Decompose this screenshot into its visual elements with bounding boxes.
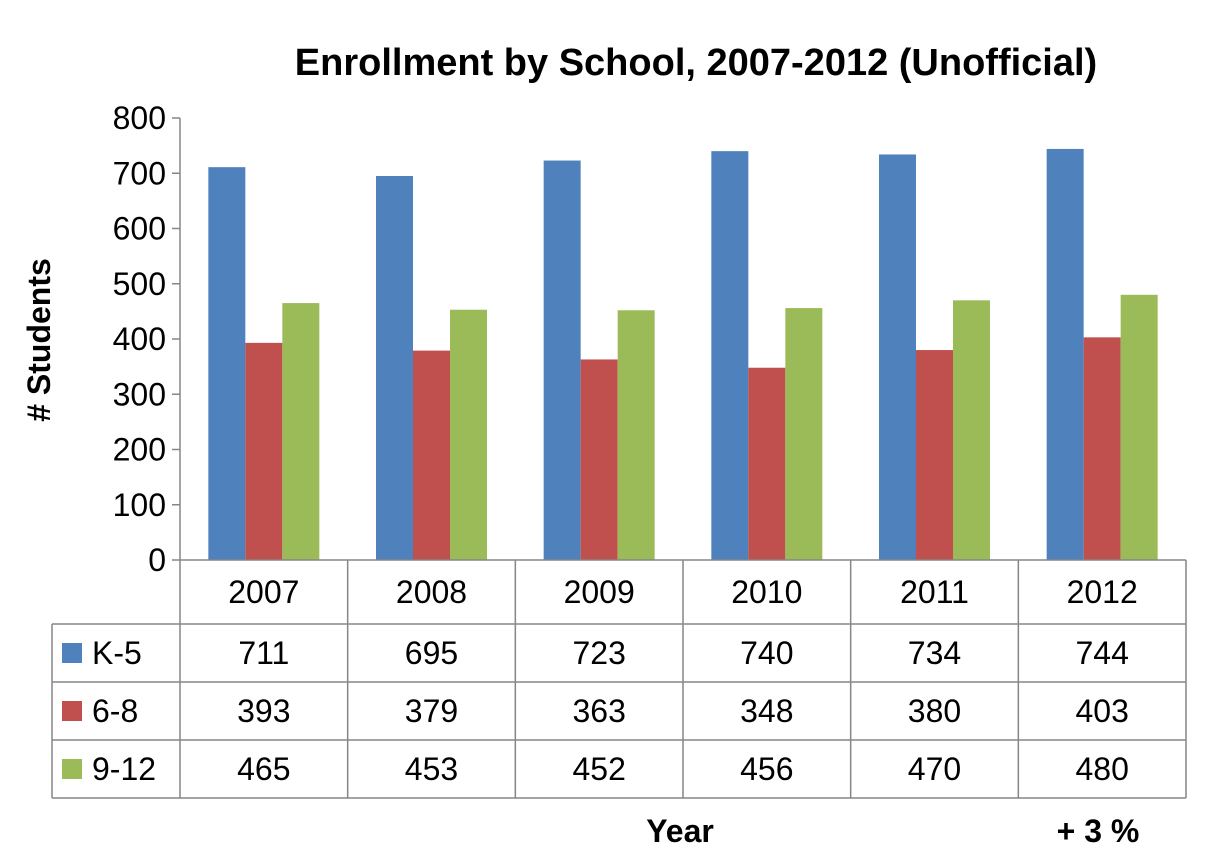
bar-9-12-2009 (617, 310, 655, 560)
table-cell: 348 (740, 693, 793, 729)
table-cell: 695 (405, 635, 458, 671)
bar-6-8-2010 (748, 367, 786, 560)
bar-K-5-2007 (208, 167, 246, 561)
data-table: 2007 2008 2009 2010 2011 2012 K-5 711 695 723 740 7… (51, 559, 1187, 799)
bar-K-5-2008 (376, 176, 413, 560)
bar-6-8-2008 (413, 350, 450, 560)
growth-annotation: + 3 % (1057, 813, 1140, 849)
legend-swatch-9-12 (62, 759, 82, 779)
y-axis-ticks: 0 100 200 300 400 500 600 700 800 (113, 100, 181, 578)
y-tick-label: 200 (113, 432, 166, 468)
y-tick-label: 500 (113, 266, 166, 302)
table-cell: 744 (1075, 635, 1128, 671)
y-tick-label: 400 (113, 321, 166, 357)
table-cell: 456 (740, 751, 793, 787)
bar-6-8-2009 (580, 359, 618, 560)
bar-6-8-2012 (1083, 337, 1121, 560)
y-tick-label: 700 (113, 155, 166, 191)
legend-label: 6-8 (92, 693, 138, 729)
legend-label: 9-12 (92, 751, 156, 787)
legend-label: K-5 (92, 635, 142, 671)
x-tick-label: 2010 (731, 574, 802, 610)
bar-K-5-2011 (879, 154, 916, 560)
x-tick-label: 2012 (1067, 574, 1138, 610)
x-axis-label: Year (646, 813, 714, 849)
table-cell: 379 (405, 693, 458, 729)
table-cell: 363 (572, 693, 625, 729)
y-tick-label: 100 (113, 487, 166, 523)
x-tick-label: 2009 (564, 574, 635, 610)
table-cell: 380 (908, 693, 961, 729)
chart-title: Enrollment by School, 2007-2012 (Unoffic… (295, 42, 1097, 84)
legend-swatch-6-8 (62, 701, 82, 721)
table-cell: 711 (238, 635, 289, 671)
table-cell: 480 (1075, 751, 1128, 787)
bar-9-12-2008 (450, 309, 487, 560)
bar-K-5-2012 (1046, 148, 1084, 560)
y-tick-label: 800 (113, 100, 166, 136)
table-cell: 393 (237, 693, 290, 729)
legend-swatch-K-5 (62, 643, 82, 663)
bar-6-8-2011 (916, 350, 953, 560)
table-cell: 723 (572, 635, 625, 671)
y-tick-label: 0 (148, 542, 166, 578)
table-cell: 403 (1075, 693, 1128, 729)
y-tick-label: 300 (113, 376, 166, 412)
bar-K-5-2009 (543, 160, 581, 561)
table-cell: 470 (908, 751, 961, 787)
x-tick-label: 2008 (396, 574, 467, 610)
bar-9-12-2010 (785, 308, 823, 560)
bar-9-12-2011 (953, 300, 990, 560)
table-cell: 465 (237, 751, 290, 787)
bar-9-12-2012 (1120, 294, 1158, 560)
y-axis-label: # Students (21, 258, 57, 422)
x-tick-label: 2011 (900, 574, 969, 610)
bar-9-12-2007 (282, 303, 320, 560)
bar-6-8-2007 (245, 342, 283, 560)
x-tick-label: 2007 (228, 574, 299, 610)
table-cell: 453 (405, 751, 458, 787)
table-cell: 734 (908, 635, 961, 671)
table-cell: 740 (740, 635, 793, 671)
y-tick-label: 600 (113, 211, 166, 247)
bar-K-5-2010 (711, 151, 749, 560)
bars (208, 148, 1158, 561)
table-cell: 452 (572, 751, 625, 787)
